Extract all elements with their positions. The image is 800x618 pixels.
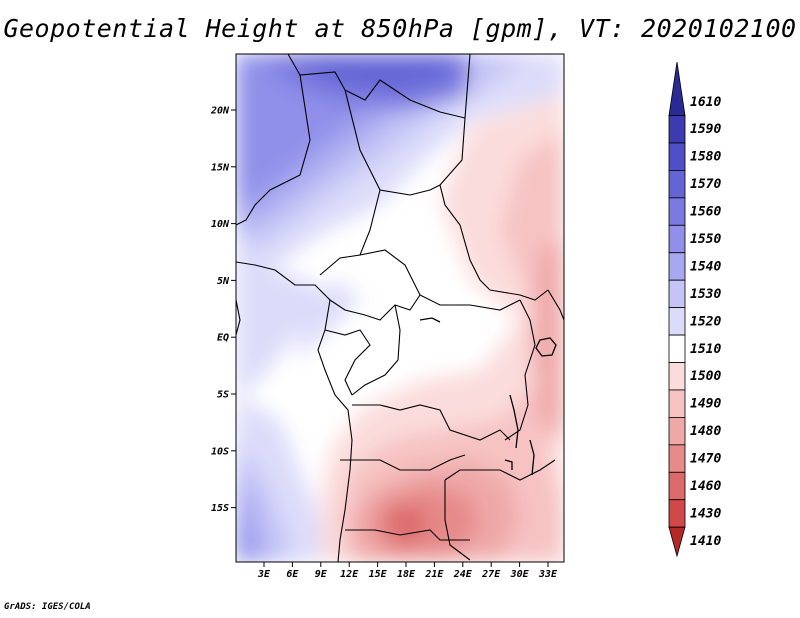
lakes [419,317,557,476]
niger-nigeria-border [319,89,381,276]
lon-label: 9E [315,569,328,580]
zambia-border [444,459,556,481]
colorbar-label: 1430 [690,506,721,521]
colorbar-label: 1560 [690,205,721,220]
colorbar-swatch [668,279,686,309]
lake-tanganyika [509,394,519,449]
lat-label: 5N [217,276,230,287]
angola-drc-border [352,404,511,441]
map-frame [235,53,565,563]
colorbar-swatch [668,170,686,199]
latitude-axis: 20N 15N 10N 5N EQ 5S 10S 15S [210,106,236,514]
colorbar-swatch [668,252,686,281]
namibia-border [345,529,470,541]
colorbar-swatch [668,471,686,501]
colorbar-label: 1540 [690,259,721,274]
longitude-axis: 3E 6E 9E 12E 15E 18E 21E 24E 27E 30E 33E [257,562,558,580]
contour-1520-west [236,230,330,400]
lon-label: 18E [397,569,416,580]
gabon-congo-border [324,329,371,396]
lon-label: 6E [286,569,299,580]
lat-label: 15N [211,162,230,173]
colorbar-label: 1470 [690,452,721,467]
lat-label: 15S [211,503,229,514]
lon-label: 30E [510,569,530,580]
colorbar-label: 1590 [690,122,721,137]
colorbar-label: 1530 [690,287,721,302]
colorbar-swatch [668,115,686,144]
lon-label: 21E [424,569,444,580]
colorbar-label: 1510 [690,342,721,357]
lake-kariba [504,459,513,470]
lat-label: EQ [217,333,229,344]
colorbar: 1610 1590 1580 1570 1560 1550 1540 1530 1520 1510… [668,61,721,558]
country-borders [236,54,564,562]
chad-sudan-border [439,117,549,301]
contour-1460 [385,505,430,545]
colorbar-bottom-arrow [668,526,686,558]
chart-title: Geopotential Height at 850hPa [gpm], VT:… [3,14,797,43]
lake-malawi [529,439,535,476]
colorbar-label: 1550 [690,232,721,247]
lon-label: 27E [481,569,501,580]
colorbar-label: 1480 [690,424,721,439]
river-congo [419,317,441,323]
congo-drc-border [351,304,401,396]
colorbar-label: 1570 [690,177,721,192]
coastline [236,261,353,562]
colorbar-label: 1490 [690,397,721,412]
colorbar-top-arrow [668,61,686,116]
colorbar-label: 1520 [690,314,721,329]
angola-zambia-border [340,454,466,471]
contour-1570 [290,54,460,90]
lon-label: 24E [453,569,473,580]
sahara-border [287,54,471,119]
colorbar-label: 1500 [690,369,721,384]
island-coast [236,299,241,336]
colorbar-swatch [668,224,686,254]
colorbar-swatch [668,362,686,391]
contour-1550-sw [236,505,250,562]
colorbar-label: 1610 [690,95,721,110]
lake-victoria [535,337,557,357]
colorbar-label: 1460 [690,479,721,494]
contour-1480-east [530,240,564,440]
lat-label: 5S [217,390,229,401]
colorbar-swatch [668,334,686,363]
lon-label: 33E [538,569,558,580]
botswana-border [444,480,471,561]
mali-border [236,74,311,226]
lat-label: 10N [211,219,230,230]
colorbar-swatch [668,142,686,171]
colorbar-swatch [668,307,686,336]
contour-1490 [340,130,564,562]
lon-label: 3E [257,569,271,580]
lon-label: 12E [340,569,359,580]
colorbar-label: 1410 [690,534,721,549]
colorbar-swatch [668,417,686,446]
ethiopia-border [547,289,564,321]
drc-east-border [504,299,536,441]
colorbar-swatch [668,197,686,226]
lat-label: 10S [211,446,229,457]
height-field [236,54,564,562]
colorbar-swatch [668,389,686,418]
colorbar-swatch [668,444,686,473]
colorbar-label: 1580 [690,150,721,165]
colorbar-swatch [668,499,686,528]
car-border [359,249,521,311]
grads-credit: GrADS: IGES/COLA [4,602,91,612]
lat-label: 20N [210,106,230,117]
lon-label: 15E [369,569,388,580]
cameroon-congo-border [329,294,421,321]
chad-border [379,184,441,196]
contour-1520-gulf [300,280,360,360]
